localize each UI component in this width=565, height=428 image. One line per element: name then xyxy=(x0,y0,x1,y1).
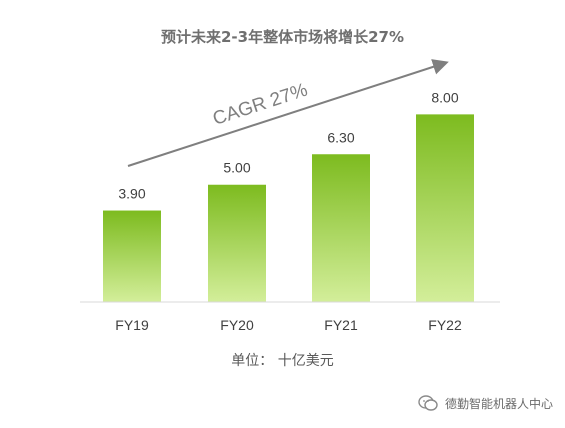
unit-label: 单位： 十亿美元 xyxy=(231,353,334,369)
x-tick-label: FY21 xyxy=(324,317,358,333)
bar-fy20 xyxy=(208,184,266,302)
watermark: 德勤智能机器人中心 xyxy=(417,392,553,414)
bar-fy21 xyxy=(312,154,370,302)
wechat-icon xyxy=(418,395,438,411)
watermark-text: 德勤智能机器人中心 xyxy=(444,396,553,411)
x-tick-label: FY20 xyxy=(220,317,254,333)
x-tick-label: FY22 xyxy=(428,317,462,333)
x-tick-label: FY19 xyxy=(115,317,149,333)
bar-fy22 xyxy=(416,114,474,302)
data-label: 5.00 xyxy=(223,160,250,176)
data-label: 8.00 xyxy=(431,89,458,105)
cagr-arrow xyxy=(127,59,449,167)
bar-fy19 xyxy=(103,210,161,302)
data-label: 6.30 xyxy=(327,129,354,145)
data-label: 3.90 xyxy=(118,186,145,202)
chart-title: 预计未来2-3年整体市场将增长27% xyxy=(160,28,404,46)
